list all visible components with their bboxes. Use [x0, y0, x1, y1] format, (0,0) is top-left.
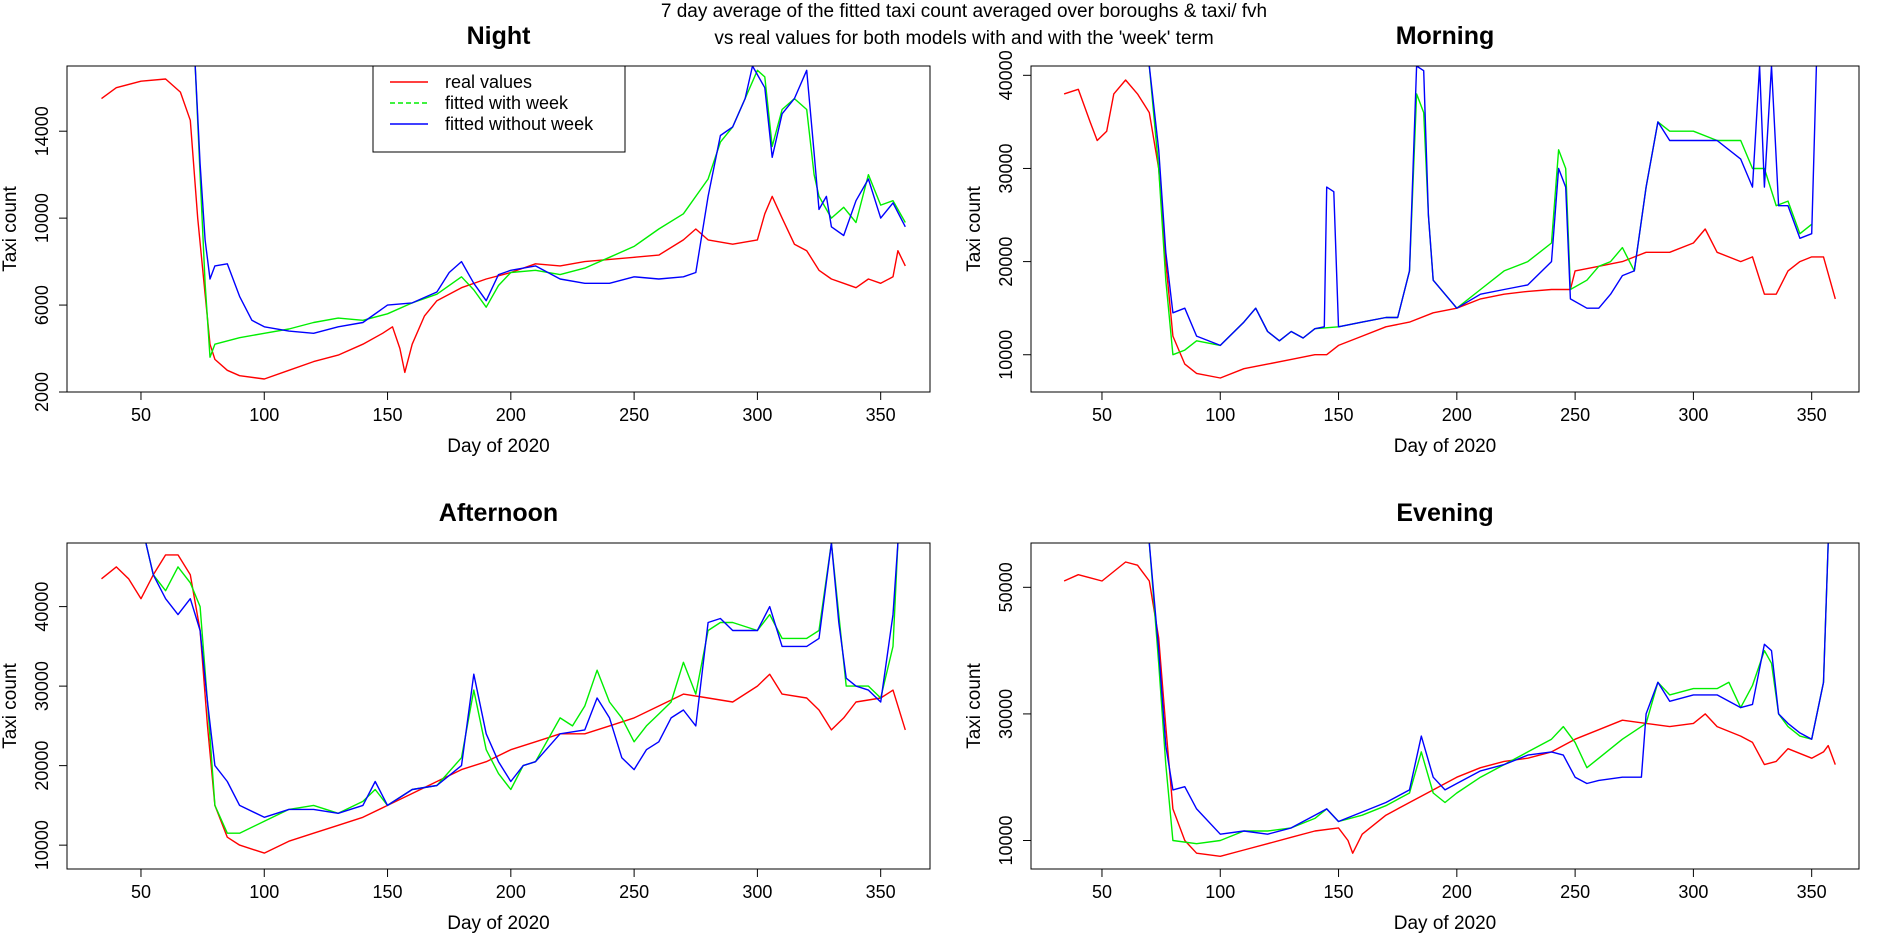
panel-title-morning: Morning — [1396, 22, 1495, 50]
legend-label-real-values: real values — [445, 72, 532, 92]
panel-evening: Evening 50 100 150 200 250 300 350 10000 30000 500… — [964, 499, 1860, 934]
series-line-real-values-morning — [1063, 79, 1836, 379]
x-tick-label: 300 — [742, 405, 772, 425]
x-axis-label-night: Day of 2020 — [447, 436, 549, 457]
x-tick-label: 250 — [619, 882, 649, 902]
y-tick-label: 30000 — [996, 143, 1016, 193]
panel-title-night: Night — [467, 22, 532, 50]
y-tick-label: 40000 — [996, 50, 1016, 100]
y-tick-label: 30000 — [996, 689, 1016, 739]
series-line-real-values-afternoon — [101, 554, 906, 854]
legend-label-fitted-with-week: fitted with week — [445, 93, 569, 113]
y-tick-label: 10000 — [996, 330, 1016, 380]
series-line-fitted-with-week-afternoon — [145, 543, 899, 834]
y-tick-label: 10000 — [996, 815, 1016, 865]
x-tick-label: 300 — [1678, 405, 1708, 425]
x-tick-label: 150 — [1324, 882, 1354, 902]
y-tick-label: 2000 — [32, 372, 52, 412]
x-tick-label: 100 — [249, 882, 279, 902]
x-tick-label: 150 — [1324, 405, 1354, 425]
x-tick-label: 300 — [742, 882, 772, 902]
figure-title-line1: 7 day average of the fitted taxi count a… — [661, 1, 1267, 22]
y-axis-label-night: Taxi count — [0, 186, 21, 272]
x-axis-label-evening: Day of 2020 — [1394, 913, 1496, 934]
x-tick-label: 100 — [1205, 405, 1235, 425]
y-tick-label: 20000 — [32, 741, 52, 791]
series-line-fitted-without-week-morning — [1148, 66, 1818, 347]
x-tick-label: 350 — [1797, 405, 1827, 425]
y-axis-label-morning: Taxi count — [964, 186, 985, 272]
legend-box — [372, 65, 626, 153]
panel-morning: Morning 50 100 150 200 250 300 350 10000 20000 300… — [964, 22, 1860, 457]
x-tick-label: 250 — [1560, 405, 1590, 425]
series-line-fitted-without-week-night — [194, 66, 906, 334]
chart-panels: Night 50 100 150 200 250 300 350 2000 6000 10000 14… — [0, 22, 1860, 934]
y-tick-label: 50000 — [996, 562, 1016, 612]
x-tick-label: 200 — [1442, 882, 1472, 902]
panel-title-afternoon: Afternoon — [439, 499, 558, 527]
y-tick-label: 20000 — [996, 237, 1016, 287]
x-tick-label: 150 — [373, 405, 403, 425]
y-tick-label: 10000 — [32, 193, 52, 243]
x-tick-label: 200 — [496, 882, 526, 902]
y-axis-label-afternoon: Taxi count — [0, 663, 21, 749]
x-tick-label: 150 — [373, 882, 403, 902]
x-tick-label: 50 — [131, 882, 151, 902]
x-tick-label: 300 — [1678, 882, 1708, 902]
x-tick-label: 250 — [1560, 882, 1590, 902]
legend-label-fitted-without-week: fitted without week — [445, 114, 594, 134]
panel-title-evening: Evening — [1396, 499, 1493, 527]
panel-night: Night 50 100 150 200 250 300 350 2000 6000 10000 14… — [0, 22, 931, 457]
x-tick-label: 250 — [619, 405, 649, 425]
x-tick-label: 100 — [1205, 882, 1235, 902]
x-tick-label: 350 — [866, 405, 896, 425]
y-axis-label-evening: Taxi count — [964, 663, 985, 749]
y-tick-label: 40000 — [32, 582, 52, 632]
x-tick-label: 350 — [1797, 882, 1827, 902]
y-tick-label: 14000 — [32, 106, 52, 156]
x-tick-label: 50 — [1092, 405, 1112, 425]
panel-afternoon: Afternoon 50 100 150 200 250 300 350 10000 20000 3… — [0, 499, 931, 934]
x-tick-label: 50 — [1092, 882, 1112, 902]
series-line-fitted-without-week-evening — [1148, 543, 1829, 835]
y-tick-label: 30000 — [32, 661, 52, 711]
series-line-fitted-without-week-afternoon — [145, 543, 899, 818]
x-tick-label: 50 — [131, 405, 151, 425]
y-tick-label: 6000 — [32, 285, 52, 325]
x-tick-label: 350 — [866, 882, 896, 902]
x-axis-label-afternoon: Day of 2020 — [447, 913, 549, 934]
x-axis-label-morning: Day of 2020 — [1394, 436, 1496, 457]
x-tick-label: 200 — [1442, 405, 1472, 425]
x-tick-label: 200 — [496, 405, 526, 425]
x-tick-label: 100 — [249, 405, 279, 425]
figure-title-line2: vs real values for both models with and … — [714, 28, 1213, 49]
y-tick-label: 10000 — [32, 820, 52, 870]
